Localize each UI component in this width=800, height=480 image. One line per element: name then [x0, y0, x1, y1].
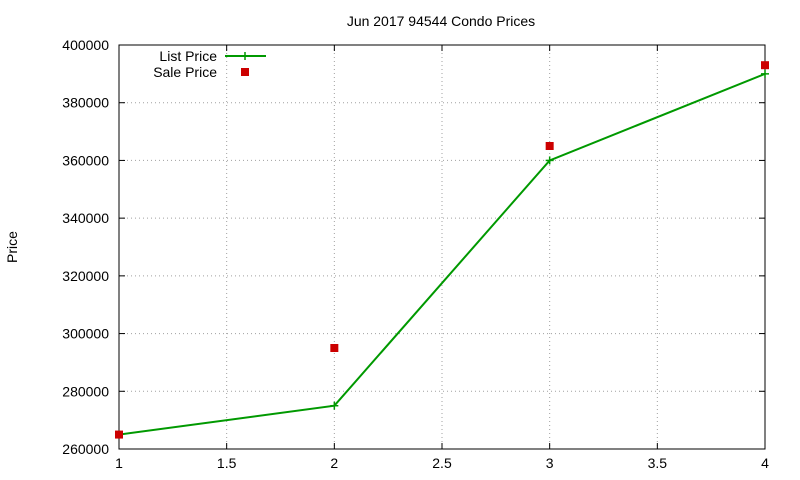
x-tick-label: 2 [330, 455, 338, 471]
y-tick-label: 360000 [62, 152, 109, 168]
data-point [545, 142, 554, 150]
y-tick-label: 300000 [62, 326, 109, 342]
y-tick-label: 260000 [62, 441, 109, 457]
data-point [545, 156, 554, 165]
legend-entry: Sale Price [153, 64, 249, 80]
grid [119, 45, 765, 449]
y-axis-label: Price [4, 231, 20, 263]
data-point [330, 344, 339, 352]
data-point [330, 401, 339, 410]
legend-entry: List Price [159, 48, 266, 64]
x-tick-label: 4 [761, 455, 769, 471]
x-tick-label: 3.5 [648, 455, 668, 471]
chart-title: Jun 2017 94544 Condo Prices [347, 13, 535, 29]
y-tick-label: 320000 [62, 268, 109, 284]
y-tick-label: 400000 [62, 37, 109, 53]
data-point [761, 69, 769, 78]
legend-swatch-marker [241, 52, 249, 60]
series-line [118, 72, 766, 436]
legend-label: Sale Price [153, 64, 217, 80]
series-1 [115, 69, 769, 439]
legend-swatch-marker [241, 68, 249, 76]
x-tick-label: 1 [115, 455, 123, 471]
series-2 [115, 61, 769, 439]
axes: 1 1.5 2 2.5 3 3.5 4 260000 280000 300000 320000 340… [62, 37, 769, 471]
x-tick-label: 1.5 [217, 455, 237, 471]
y-tick-label: 280000 [62, 383, 109, 399]
x-tick-label: 3 [546, 455, 554, 471]
y-tick-label: 340000 [62, 210, 109, 226]
y-tick-label: 380000 [62, 95, 109, 111]
data-point [761, 61, 769, 70]
series [115, 61, 769, 439]
x-tick-label: 2.5 [432, 455, 452, 471]
legend-label: List Price [159, 48, 217, 64]
data-point [115, 430, 123, 439]
